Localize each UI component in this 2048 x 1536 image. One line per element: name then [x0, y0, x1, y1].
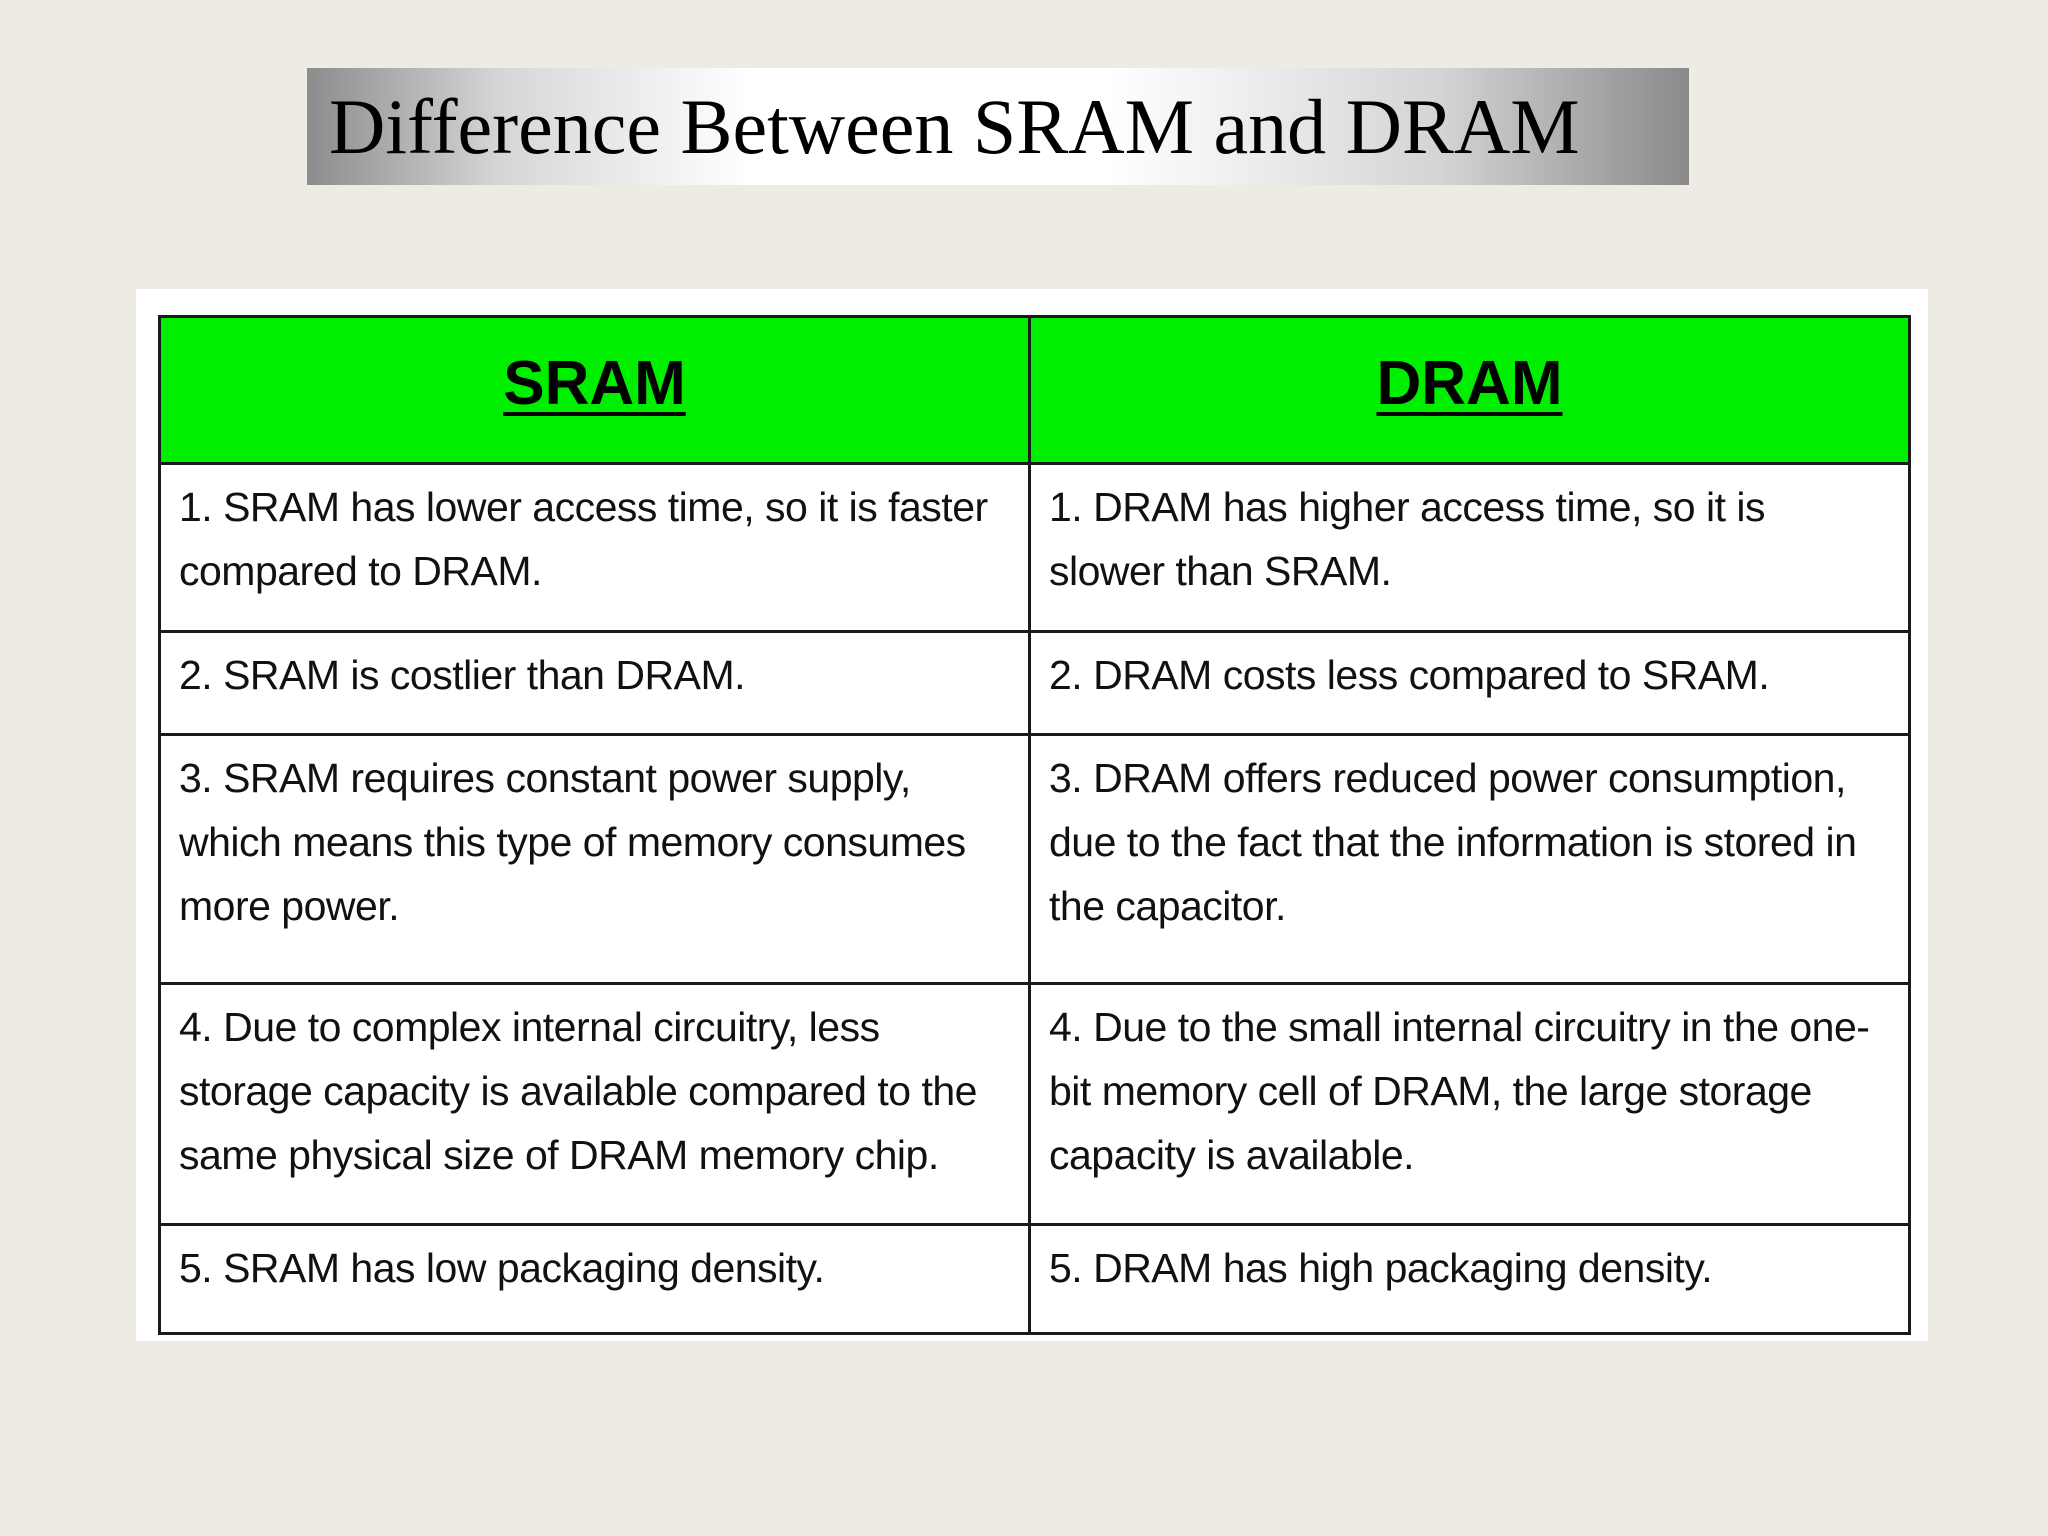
header-dram: DRAM [1028, 315, 1911, 465]
title-bar: Difference Between SRAM and DRAM [307, 68, 1689, 185]
table-row: 5. SRAM has low packaging density. 5. DR… [158, 1223, 1911, 1335]
cell-text: 1. DRAM has higher access time, so it is… [1049, 484, 1765, 594]
table-row: 3. SRAM requires constant power supply, … [158, 733, 1911, 985]
header-sram: SRAM [158, 315, 1031, 465]
table-row: 2. SRAM is costlier than DRAM. 2. DRAM c… [158, 630, 1911, 736]
table-cell-sram: 1. SRAM has lower access time, so it is … [158, 462, 1031, 633]
table-cell-dram: 3. DRAM offers reduced power consumption… [1028, 733, 1911, 985]
comparison-panel: SRAM DRAM 1. SRAM has lower access time,… [136, 289, 1928, 1341]
table-cell-sram: 2. SRAM is costlier than DRAM. [158, 630, 1031, 736]
table-row: 4. Due to complex internal circuitry, le… [158, 982, 1911, 1226]
table-cell-sram: 3. SRAM requires constant power supply, … [158, 733, 1031, 985]
table-header-row: SRAM DRAM [158, 315, 1911, 465]
cell-text: 5. SRAM has low packaging density. [179, 1245, 825, 1291]
table-cell-dram: 1. DRAM has higher access time, so it is… [1028, 462, 1911, 633]
table-cell-dram: 5. DRAM has high packaging density. [1028, 1223, 1911, 1335]
cell-text: 4. Due to the small internal circuitry i… [1049, 1004, 1870, 1178]
comparison-table: SRAM DRAM 1. SRAM has lower access time,… [158, 315, 1911, 1335]
cell-text: 3. SRAM requires constant power supply, … [179, 755, 966, 929]
table-cell-dram: 2. DRAM costs less compared to SRAM. [1028, 630, 1911, 736]
cell-text: 2. SRAM is costlier than DRAM. [179, 652, 746, 698]
cell-text: 4. Due to complex internal circuitry, le… [179, 1004, 977, 1178]
table-cell-sram: 4. Due to complex internal circuitry, le… [158, 982, 1031, 1226]
table-cell-sram: 5. SRAM has low packaging density. [158, 1223, 1031, 1335]
table-row: 1. SRAM has lower access time, so it is … [158, 462, 1911, 633]
cell-text: 3. DRAM offers reduced power consumption… [1049, 755, 1857, 929]
cell-text: 2. DRAM costs less compared to SRAM. [1049, 652, 1770, 698]
slide-title: Difference Between SRAM and DRAM [329, 83, 1580, 170]
cell-text: 1. SRAM has lower access time, so it is … [179, 484, 988, 594]
cell-text: 5. DRAM has high packaging density. [1049, 1245, 1713, 1291]
table-cell-dram: 4. Due to the small internal circuitry i… [1028, 982, 1911, 1226]
